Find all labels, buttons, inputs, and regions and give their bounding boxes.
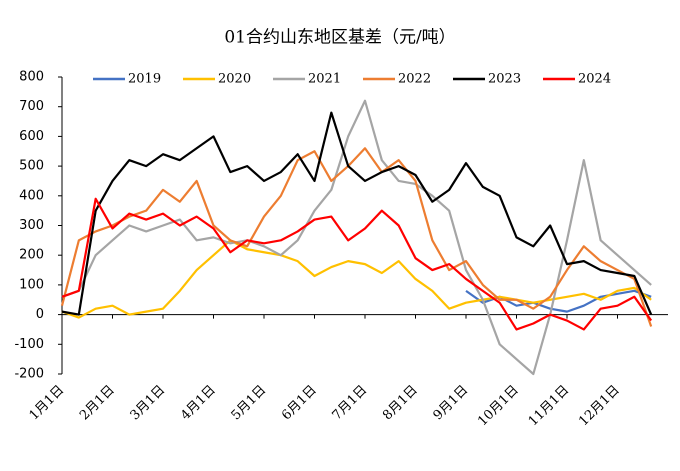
x-tick-label: 1月1日	[27, 383, 68, 424]
y-tick-label: 500	[19, 159, 44, 174]
legend-label: 2022	[398, 72, 431, 87]
y-tick-label: 300	[19, 218, 44, 233]
series-line	[61, 99, 652, 376]
legend-label: 2021	[308, 72, 341, 87]
y-tick-label: 200	[19, 248, 44, 263]
series-line	[61, 197, 653, 331]
y-tick-label: 800	[19, 70, 44, 85]
x-tick-label: 5月1日	[229, 383, 270, 424]
legend-label: 2024	[578, 72, 611, 87]
x-tick-label: 4月1日	[178, 383, 219, 424]
chart-title: 01合约山东地区基差（元/吨）	[224, 28, 455, 48]
x-tick-label: 12月1日	[576, 383, 623, 430]
x-tick-label: 3月1日	[128, 383, 169, 424]
legend-label: 2019	[128, 72, 161, 87]
x-tick-label: 8月1日	[380, 383, 421, 424]
legend-label: 2023	[488, 72, 521, 87]
y-tick-label: 100	[19, 277, 44, 292]
x-tick-label: 10月1日	[475, 383, 522, 430]
y-tick-label: 700	[19, 99, 44, 114]
series-line	[60, 147, 653, 327]
x-tick-label: 11月1日	[526, 383, 573, 430]
x-tick-label: 9月1日	[431, 383, 472, 424]
y-tick-label: -100	[14, 337, 44, 352]
y-tick-label: 400	[19, 188, 44, 203]
y-tick-label: 600	[19, 129, 44, 144]
legend-label: 2020	[218, 72, 251, 87]
y-tick-label: -200	[14, 367, 44, 382]
x-tick-label: 6月1日	[279, 383, 320, 424]
series-line	[61, 111, 653, 316]
y-tick-label: 0	[36, 307, 44, 322]
x-tick-label: 2月1日	[77, 383, 118, 424]
x-tick-label: 7月1日	[330, 383, 371, 424]
